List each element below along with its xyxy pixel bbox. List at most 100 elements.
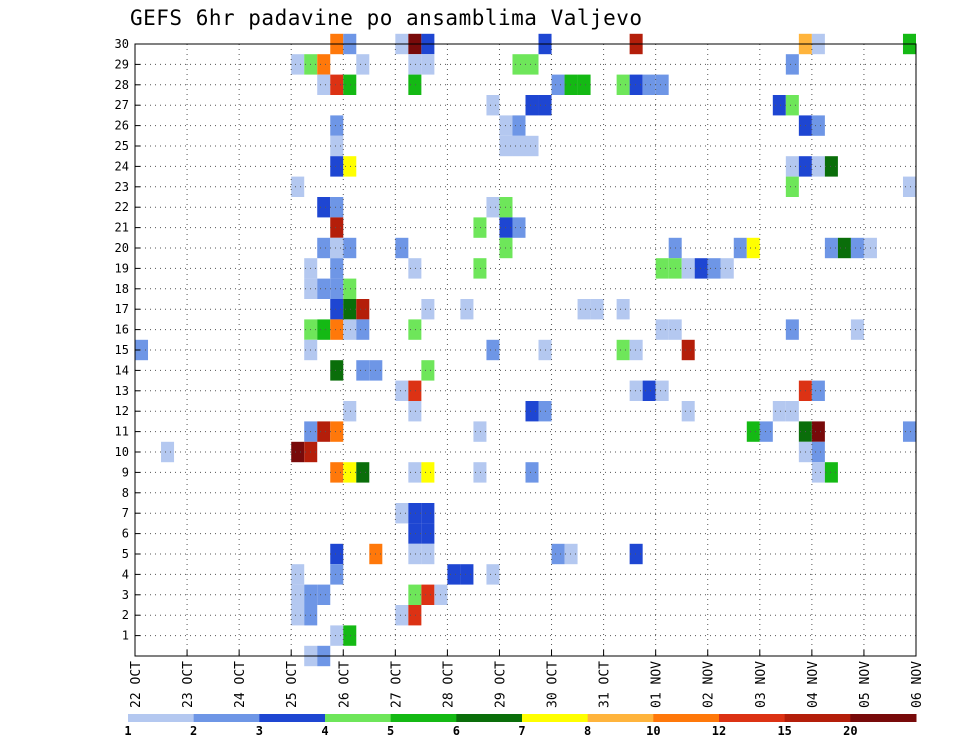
heatmap-cell bbox=[395, 380, 409, 401]
x-tick-label: 29 OCT bbox=[493, 661, 508, 708]
y-tick-label: 21 bbox=[115, 221, 129, 235]
heatmap-cell bbox=[408, 543, 422, 565]
heatmap-cell bbox=[486, 95, 500, 116]
heatmap-cell bbox=[785, 156, 799, 177]
heatmap-cell bbox=[486, 564, 500, 585]
heatmap-cell bbox=[317, 278, 331, 299]
y-tick-label: 22 bbox=[115, 200, 129, 214]
heatmap-cell bbox=[785, 319, 799, 340]
legend-swatch bbox=[522, 714, 589, 722]
heatmap-cell bbox=[330, 135, 344, 157]
legend-swatch bbox=[390, 714, 457, 722]
y-axis: 1234567891011121314151617181920212223242… bbox=[115, 37, 140, 643]
heatmap-cell bbox=[356, 360, 370, 381]
heatmap-cell bbox=[629, 380, 643, 401]
heatmap-cell bbox=[330, 156, 344, 177]
heatmap-cell bbox=[551, 74, 565, 95]
x-axis: 22 OCT 23 OCT 24 OCT 25 OCT 26 OCT 27 OCT 28 O… bbox=[129, 650, 925, 708]
heatmap-cell bbox=[421, 584, 435, 605]
heatmap-cell bbox=[395, 503, 409, 524]
heatmap-cell bbox=[720, 258, 734, 279]
y-tick-label: 27 bbox=[115, 98, 129, 112]
x-tick-label: 31 OCT bbox=[598, 661, 613, 708]
heatmap-cell bbox=[330, 115, 344, 136]
heatmap-cell bbox=[447, 564, 461, 585]
heatmap-cell bbox=[824, 156, 838, 177]
heatmap-cell bbox=[824, 237, 838, 259]
heatmap-cell bbox=[512, 115, 526, 136]
heatmap-cell bbox=[408, 462, 422, 483]
heatmap-cell bbox=[642, 380, 656, 401]
heatmap-cell bbox=[395, 237, 409, 259]
heatmap-cell bbox=[291, 584, 305, 605]
heatmap-cell bbox=[330, 625, 344, 646]
heatmap-cell bbox=[850, 319, 864, 340]
heatmap-cell bbox=[642, 74, 656, 95]
y-tick-label: 1 bbox=[122, 629, 129, 643]
heatmap-cell bbox=[629, 74, 643, 95]
heatmap-cell bbox=[421, 543, 435, 565]
heatmap-cell bbox=[811, 441, 825, 463]
heatmap-cell bbox=[408, 380, 422, 401]
heatmap-cell bbox=[343, 74, 357, 95]
heatmap-cell bbox=[356, 462, 370, 483]
heatmap-cell bbox=[330, 74, 344, 95]
legend-label: 15 bbox=[777, 724, 791, 738]
heatmap-cell bbox=[590, 299, 604, 320]
heatmap-cell bbox=[408, 605, 422, 626]
heatmap-cell bbox=[577, 299, 591, 320]
heatmap-cell bbox=[421, 523, 435, 544]
y-tick-label: 16 bbox=[115, 323, 129, 337]
heatmap-cell bbox=[655, 258, 669, 279]
heatmap-cell bbox=[343, 278, 357, 299]
heatmap-cell bbox=[902, 176, 916, 197]
heatmap-cell bbox=[408, 74, 422, 95]
y-tick-label: 10 bbox=[115, 445, 129, 459]
y-tick-label: 4 bbox=[122, 567, 129, 581]
heatmap-cell bbox=[525, 462, 539, 483]
heatmap-cell bbox=[473, 258, 487, 279]
legend-swatch bbox=[128, 714, 195, 722]
heatmap-cell bbox=[408, 584, 422, 605]
heatmap-cell bbox=[330, 299, 344, 320]
x-tick-label: 06 NOV bbox=[910, 661, 925, 708]
heatmap-cell bbox=[330, 217, 344, 238]
x-tick-label: 02 NOV bbox=[702, 661, 717, 708]
x-tick-label: 22 OCT bbox=[129, 661, 144, 708]
heatmap-cell bbox=[564, 543, 578, 565]
y-tick-label: 24 bbox=[115, 159, 129, 173]
x-tick-label: 27 OCT bbox=[389, 661, 404, 708]
heatmap-cell bbox=[343, 625, 357, 646]
heatmap-cell bbox=[564, 74, 578, 95]
x-tick-label: 26 OCT bbox=[337, 661, 352, 708]
legend-swatch bbox=[784, 714, 851, 722]
heatmap-cell bbox=[330, 258, 344, 279]
legend-label: 7 bbox=[518, 724, 525, 738]
legend-swatch bbox=[653, 714, 720, 722]
legend-swatch bbox=[719, 714, 786, 722]
grid-lines bbox=[135, 43, 916, 656]
y-tick-label: 28 bbox=[115, 78, 129, 92]
heatmap-cell bbox=[421, 462, 435, 483]
heatmap-cell bbox=[629, 339, 643, 361]
legend-label: 2 bbox=[190, 724, 197, 738]
heatmap-cell bbox=[317, 54, 331, 75]
heatmap-cell bbox=[681, 339, 695, 361]
y-tick-label: 29 bbox=[115, 57, 129, 71]
legend-label: 12 bbox=[712, 724, 726, 738]
heatmap-cell bbox=[408, 523, 422, 544]
heatmap-cell bbox=[473, 217, 487, 238]
y-tick-label: 5 bbox=[122, 547, 129, 561]
heatmap-cell bbox=[681, 258, 695, 279]
heatmap-cell bbox=[343, 462, 357, 483]
heatmap-cell bbox=[746, 237, 760, 259]
legend-label: 20 bbox=[843, 724, 857, 738]
y-tick-label: 6 bbox=[122, 527, 129, 541]
heatmap-cell bbox=[395, 605, 409, 626]
y-tick-label: 25 bbox=[115, 139, 129, 153]
x-tick-label: 28 OCT bbox=[441, 661, 456, 708]
heatmap-cell bbox=[616, 339, 630, 361]
y-tick-label: 15 bbox=[115, 343, 129, 357]
y-tick-label: 9 bbox=[122, 465, 129, 479]
